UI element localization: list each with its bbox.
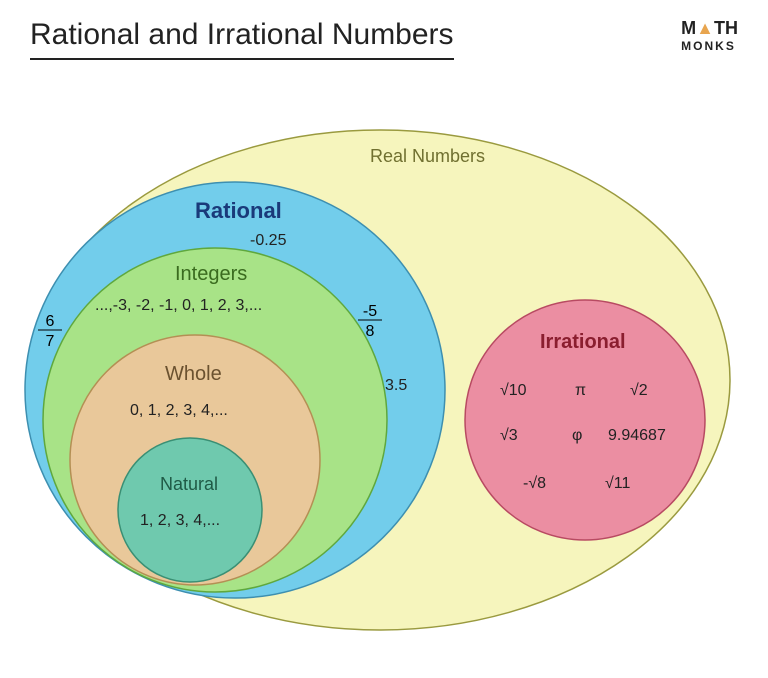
svg-text:Whole: Whole	[165, 363, 222, 385]
svg-text:√11: √11	[605, 475, 630, 492]
svg-text:-√8: -√8	[523, 475, 546, 492]
svg-text:√10: √10	[500, 382, 527, 399]
svg-text:1, 2, 3, 4,...: 1, 2, 3, 4,...	[140, 512, 220, 529]
svg-text:√2: √2	[630, 382, 648, 399]
svg-text:3.5: 3.5	[385, 377, 407, 394]
svg-text:Real Numbers: Real Numbers	[370, 146, 485, 166]
svg-text:-0.25: -0.25	[250, 232, 287, 249]
svg-text:0, 1, 2, 3, 4,...: 0, 1, 2, 3, 4,...	[130, 402, 228, 419]
svg-text:8: 8	[366, 323, 375, 340]
svg-text:√3: √3	[500, 427, 518, 444]
svg-text:Irrational: Irrational	[540, 331, 626, 353]
svg-text:...,-3, -2, -1, 0, 1, 2, 3,...: ...,-3, -2, -1, 0, 1, 2, 3,...	[95, 297, 262, 314]
svg-text:Integers: Integers	[175, 263, 247, 285]
svg-text:9.94687: 9.94687	[608, 427, 666, 444]
svg-text:Natural: Natural	[160, 474, 218, 494]
svg-text:-5: -5	[363, 303, 377, 320]
svg-text:6: 6	[46, 313, 55, 330]
logo: M▲TH MONKS	[681, 20, 738, 52]
svg-text:Rational: Rational	[195, 198, 282, 223]
page-title: Rational and Irrational Numbers	[30, 18, 454, 60]
svg-text:φ: φ	[572, 427, 582, 444]
venn-diagram: Real Numbers Rational Integers Whole Natural…	[0, 70, 768, 678]
svg-text:7: 7	[46, 333, 55, 350]
svg-text:π: π	[575, 382, 586, 399]
